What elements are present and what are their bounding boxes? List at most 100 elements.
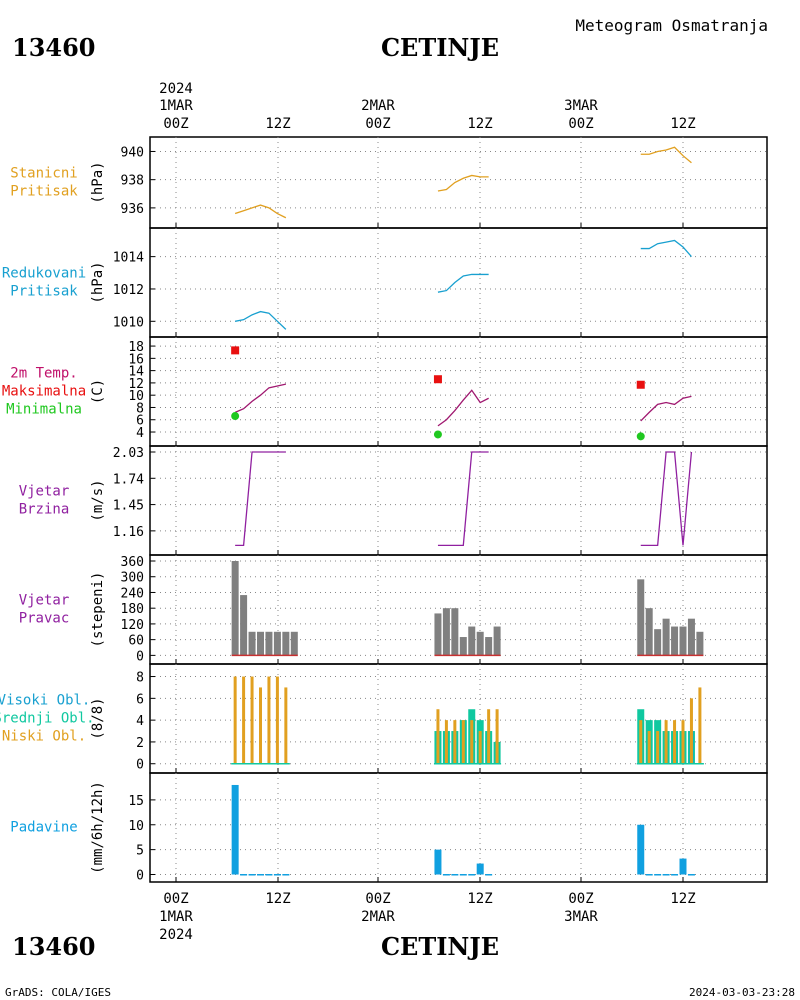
direction-bar (434, 613, 442, 656)
top-tick-4: 12Z (467, 116, 492, 132)
series-line-2 (640, 239, 692, 258)
niski-bar (681, 720, 685, 764)
top-day-3: 3MAR (564, 98, 598, 114)
top-tick-6: 12Z (670, 116, 695, 132)
direction-bar (468, 626, 476, 656)
footer-station-id: 13460 (12, 932, 96, 961)
direction-bar (637, 579, 645, 656)
footer-credit: GrADS: COLA/IGES (5, 986, 111, 999)
niski-bar (478, 731, 482, 764)
direction-bar (451, 608, 459, 656)
direction-bar (273, 631, 281, 656)
series-line-0 (235, 451, 286, 547)
panel-padavine: 0 5 10 15 (mm/6h/12h) Padavine (10, 772, 768, 884)
max-temp-marker (636, 380, 645, 389)
series-line-0 (235, 310, 287, 330)
y-tick-label: 6 (136, 692, 144, 707)
y-tick-label: 938 (121, 174, 144, 189)
precip-bar (434, 849, 442, 875)
precip-bar (265, 874, 273, 876)
series-line-2 (640, 146, 692, 164)
precip-bar (662, 874, 670, 876)
station-id: 13460 (12, 33, 96, 62)
panel-label: Padavine (10, 820, 77, 836)
top-tick-5: 00Z (568, 116, 593, 132)
precip-bar (679, 858, 687, 875)
niski-bar (275, 676, 279, 764)
panel-label: Pritisak (10, 184, 78, 200)
station-name: CETINJE (381, 33, 499, 62)
panel-label: Stanicni (10, 166, 77, 182)
panel-vjetar_brzina: 1.16 1.45 1.74 2.03 (m/s) Vjetar Brzina (19, 445, 768, 556)
bottom-day-1: 1MAR (159, 909, 193, 925)
direction-bar (687, 618, 695, 656)
panel-label: Niski Obl. (2, 729, 86, 745)
y-tick-label: 5 (136, 844, 144, 859)
direction-bar (282, 631, 290, 656)
precip-bar (476, 863, 484, 875)
y-tick-label: 1.45 (113, 499, 144, 514)
precip-bar (442, 874, 450, 876)
precip-bar (459, 874, 467, 876)
y-tick-label: 120 (121, 618, 144, 633)
direction-bar (290, 631, 298, 656)
bottom-tick-4: 12Z (467, 891, 492, 907)
bottom-tick-6: 12Z (670, 891, 695, 907)
y-tick-label: 1010 (113, 315, 144, 330)
direction-bar (476, 631, 484, 656)
y-tick-label: 300 (121, 571, 144, 586)
direction-bar (654, 629, 662, 656)
panel-label: Visoki Obl. (0, 693, 90, 709)
y-axis-label: (8/8) (90, 697, 106, 739)
y-tick-label: 360 (121, 555, 144, 570)
precip-bar (654, 874, 662, 876)
niski-bar (495, 709, 499, 764)
direction-bar (662, 618, 670, 656)
panel-frame (149, 336, 768, 447)
series-line-0 (234, 383, 286, 413)
precip-bar (687, 874, 695, 876)
top-day-2: 2MAR (361, 98, 395, 114)
precip-bar (671, 874, 679, 876)
panel-label: Pritisak (10, 284, 78, 300)
y-tick-label: 15 (128, 794, 144, 809)
precip-bar (248, 874, 256, 876)
direction-bar (645, 608, 653, 656)
niski-bar (284, 687, 288, 764)
precip-bar (485, 874, 493, 876)
bottom-day-2: 2MAR (361, 909, 395, 925)
y-axis-label: (hPa) (90, 161, 106, 203)
y-tick-label: 10 (128, 389, 144, 404)
panel-label: Vjetar (19, 593, 70, 609)
y-tick-label: 6 (136, 414, 144, 429)
panel-label: Maksimalna (2, 384, 86, 400)
y-tick-label: 8 (136, 401, 144, 416)
y-tick-label: 0 (136, 758, 144, 773)
precip-bar (468, 874, 476, 876)
series-line-1 (437, 451, 489, 547)
precip-bar (637, 824, 645, 875)
panels-group: 936938940(hPa)StanicniPritisak1010101210… (0, 136, 768, 884)
y-tick-label: 1012 (113, 283, 144, 298)
direction-bar (240, 595, 248, 656)
niski-bar (470, 720, 474, 764)
direction-bar (696, 631, 704, 656)
niski-bar (698, 687, 702, 764)
y-axis-label: (C) (90, 379, 106, 404)
panel-label: Srednji Obl. (0, 711, 95, 727)
y-axis-label: (hPa) (90, 261, 106, 303)
y-tick-label: 10 (128, 819, 144, 834)
min-temp-marker (231, 412, 240, 421)
niski-bar (453, 720, 457, 764)
y-axis-label: (mm/6h/12h) (90, 781, 106, 874)
niski-bar (267, 676, 271, 764)
y-axis-label: (m/s) (90, 479, 106, 521)
y-tick-label: 16 (128, 352, 144, 367)
top-tick-2: 12Z (265, 116, 290, 132)
series-line-2 (640, 451, 693, 547)
panel-frame (149, 136, 768, 229)
direction-bar (459, 637, 467, 656)
y-tick-label: 180 (121, 602, 144, 617)
